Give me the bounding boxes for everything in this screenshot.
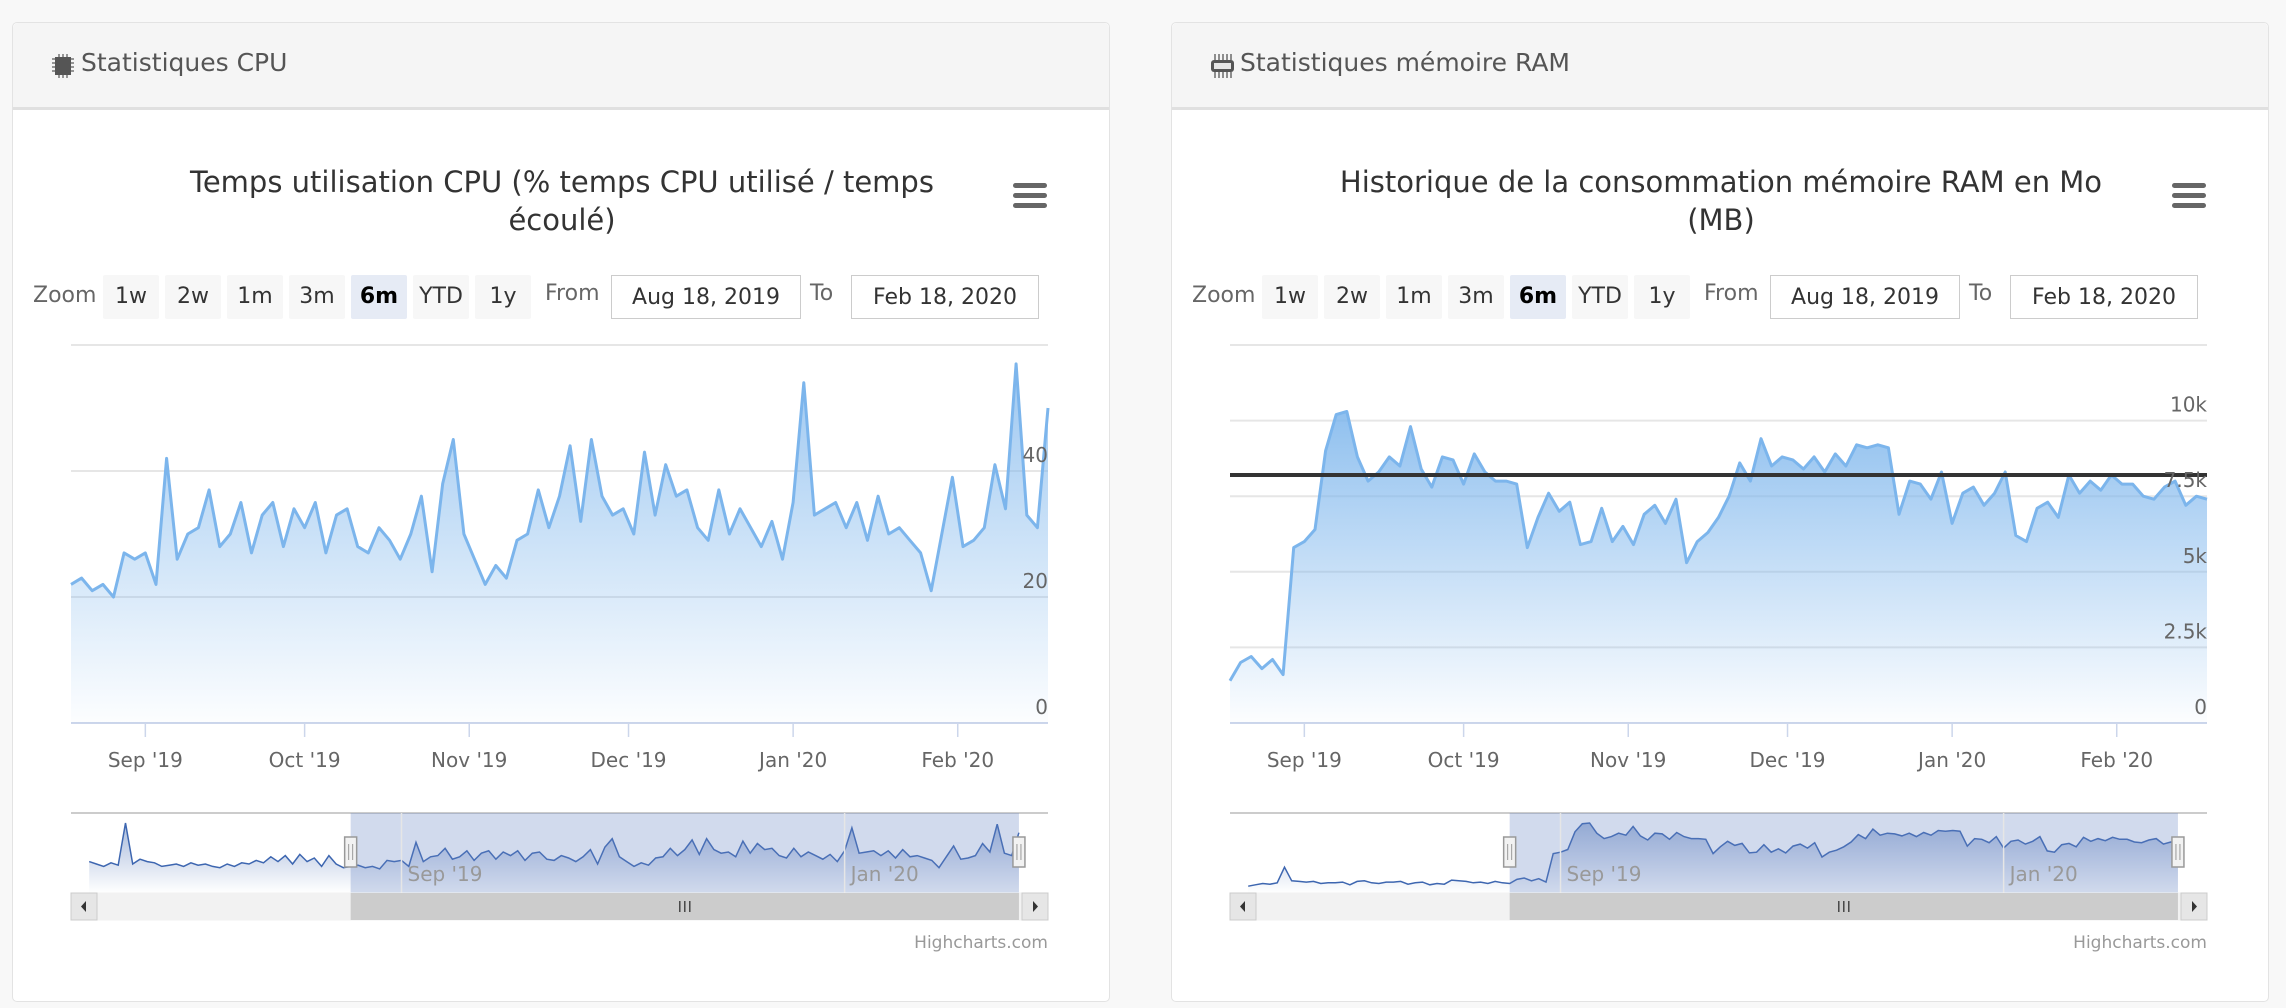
zoom-ytd-button[interactable]: YTD (413, 275, 469, 319)
arrow-left-icon (81, 901, 86, 912)
arrow-right-icon (2192, 901, 2197, 912)
from-date-input[interactable]: Aug 18, 2019 (611, 275, 801, 319)
zoom-ytd-button[interactable]: YTD (1572, 275, 1628, 319)
navigator-tick-label: Sep '19 (408, 862, 483, 886)
navigator-selected-mask (350, 813, 1019, 893)
hamburger-bar (2172, 193, 2206, 198)
to-label: To (810, 281, 834, 306)
navigator-line (88, 822, 1020, 870)
hamburger-bar (1013, 193, 1047, 198)
navigator-left-handle[interactable] (343, 836, 358, 868)
y-tick-label: 40 (1023, 443, 1048, 467)
chart-title-line: écoulé) (508, 203, 616, 237)
navigator-right-handle[interactable] (1012, 836, 1026, 868)
x-tick-label: Feb '20 (921, 748, 994, 772)
zoom-1m-button[interactable]: 1m (1386, 275, 1442, 319)
from-label: From (1704, 281, 1759, 306)
zoom-2w-button[interactable]: 2w (1324, 275, 1380, 319)
to-date-input[interactable]: Feb 18, 2020 (2010, 275, 2198, 319)
x-tick-label: Jan '20 (757, 748, 827, 772)
hamburger-bar (1013, 203, 1047, 208)
navigator-right-handle[interactable] (2171, 836, 2185, 868)
chart-title-line: (MB) (1687, 203, 1755, 237)
ram-chart: 0 2.5k 5k 7.5k 10k Sep '19 Oct '19 Nov '19 Dec '… (1228, 344, 2208, 953)
ram-stats-panel: Statistiques mémoire RAM Historique de l… (1171, 22, 2269, 1002)
cpu-stats-panel: Statistiques CPU Temps utilisation CPU (… (12, 22, 1110, 1002)
chart-menu-button[interactable] (2172, 183, 2206, 211)
y-tick-label: 0 (1035, 695, 1048, 719)
zoom-3m-button[interactable]: 3m (289, 275, 345, 319)
zoom-2w-button[interactable]: 2w (165, 275, 221, 319)
zoom-6m-button[interactable]: 6m (1510, 275, 1566, 319)
x-tick-label: Nov '19 (431, 748, 507, 772)
navigator-tick-label: Jan '20 (849, 862, 919, 886)
chart-menu-button[interactable] (1013, 183, 1047, 211)
hamburger-icon (1013, 183, 1047, 188)
zoom-label: Zoom (33, 283, 97, 308)
panel-title: Statistiques mémoire RAM (1240, 48, 1570, 77)
zoom-label: Zoom (1192, 283, 1256, 308)
y-tick-label: 10k (2170, 393, 2207, 417)
navigator-selected-mask (1509, 813, 2178, 893)
y-tick-label: 7.5k (2164, 468, 2208, 492)
y-tick-label: 0 (2194, 695, 2207, 719)
navigator-tick-label: Sep '19 (1567, 862, 1642, 886)
zoom-3m-button[interactable]: 3m (1448, 275, 1504, 319)
panel-header: Statistiques mémoire RAM (1172, 23, 2268, 110)
cpu-chip-icon (52, 54, 74, 78)
chart-title-line: Temps utilisation CPU (% temps CPU utili… (190, 165, 934, 199)
navigator-area (1248, 823, 2178, 893)
to-date-input[interactable]: Feb 18, 2020 (851, 275, 1039, 319)
to-label: To (1969, 281, 1993, 306)
y-tick-label: 20 (1023, 569, 1048, 593)
x-tick-label: Dec '19 (1750, 748, 1826, 772)
from-date-input[interactable]: Aug 18, 2019 (1770, 275, 1960, 319)
arrow-right-icon (1033, 901, 1038, 912)
series-line (70, 362, 1050, 599)
panel-header: Statistiques CPU (13, 23, 1109, 110)
navigator-line (1248, 822, 2178, 887)
zoom-1y-button[interactable]: 1y (1634, 275, 1690, 319)
panel-title: Statistiques CPU (81, 48, 288, 77)
zoom-6m-button[interactable]: 6m (351, 275, 407, 319)
chart-title-line: Historique de la consommation mémoire RA… (1339, 165, 2103, 199)
highcharts-credits: Highcharts.com (914, 933, 1048, 953)
ram-memory-icon (1211, 54, 1234, 78)
zoom-1y-button[interactable]: 1y (475, 275, 531, 319)
cpu-chart: 0 20 40 Sep '19 Oct '19 Nov '19 Dec '19 Jan '20… (70, 344, 1050, 953)
zoom-1w-button[interactable]: 1w (1262, 275, 1318, 319)
navigator-tick-label: Jan '20 (2008, 862, 2078, 886)
navigator-left-handle[interactable] (1502, 836, 1517, 868)
series-area (1230, 411, 2207, 723)
x-tick-label: Oct '19 (269, 748, 341, 772)
zoom-1m-button[interactable]: 1m (227, 275, 283, 319)
x-tick-label: Nov '19 (1590, 748, 1666, 772)
y-tick-label: 2.5k (2164, 619, 2208, 643)
hamburger-icon (2172, 183, 2206, 188)
x-tick-label: Sep '19 (1267, 748, 1342, 772)
x-tick-label: Dec '19 (591, 748, 667, 772)
x-tick-label: Jan '20 (1916, 748, 1986, 772)
hamburger-bar (2172, 203, 2206, 208)
arrow-left-icon (1240, 901, 1245, 912)
highcharts-credits: Highcharts.com (2073, 933, 2207, 953)
chart-title: Temps utilisation CPU (% temps CPU utili… (133, 163, 991, 239)
y-tick-label: 5k (2183, 544, 2208, 568)
series-line (1228, 410, 2208, 682)
zoom-1w-button[interactable]: 1w (103, 275, 159, 319)
chart-title: Historique de la consommation mémoire RA… (1292, 163, 2150, 239)
from-label: From (545, 281, 600, 306)
x-tick-label: Feb '20 (2080, 748, 2153, 772)
series-area (71, 363, 1048, 723)
x-tick-label: Oct '19 (1428, 748, 1500, 772)
navigator-area (89, 823, 1019, 893)
x-tick-label: Sep '19 (108, 748, 183, 772)
